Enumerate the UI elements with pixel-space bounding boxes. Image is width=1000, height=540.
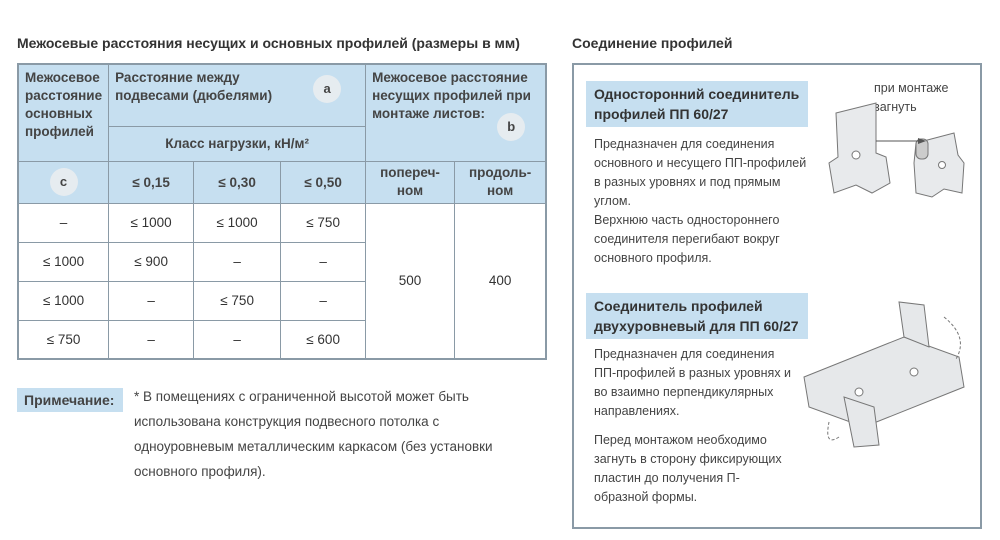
- cell: ≤ 750: [17, 319, 110, 360]
- cell: ≤ 1000: [17, 241, 110, 282]
- cell: –: [108, 319, 195, 360]
- spacing-table: Межосевое расстояние основных профилей Р…: [17, 63, 548, 360]
- header-carrier: Межосевое расстояние несущих профилей пр…: [365, 63, 547, 162]
- badge-a: a: [313, 75, 342, 103]
- orient-along: продоль-ном: [453, 160, 547, 204]
- bend-caption: при монтаже загнуть: [874, 81, 949, 114]
- load-0: ≤ 0,15: [108, 160, 195, 204]
- cell: –: [280, 280, 367, 321]
- conn2-note: Перед монтажом необходимо загнуть в стор…: [594, 433, 782, 504]
- note-text: * В помещениях с ограниченной высотой мо…: [134, 389, 493, 479]
- header-hangers: Расстояние между подвесами (дюбелями) a: [108, 63, 367, 127]
- table-title: Межосевые расстояния несущих и основных …: [17, 35, 520, 51]
- note-label: Примечание:: [17, 388, 123, 412]
- cell: –: [193, 241, 282, 282]
- header-text: Расстояние между подвесами (дюбелями): [115, 70, 273, 103]
- cell: ≤ 1000: [108, 202, 195, 243]
- load-1: ≤ 0,30: [193, 160, 282, 204]
- conn1-title: Односторонний соединитель профилей ПП 60…: [586, 81, 808, 127]
- conn2-title: Соединитель профилей двухуровневый для П…: [586, 293, 808, 339]
- cell: ≤ 1000: [17, 280, 110, 321]
- table-row: – ≤ 1000 ≤ 1000 ≤ 750 500 400: [17, 202, 547, 360]
- cell: ≤ 1000: [193, 202, 282, 243]
- two-level-connector-illustration: [803, 301, 965, 448]
- cell: –: [280, 241, 367, 282]
- conn1-desc: Предназначен для соединения основного и …: [594, 137, 807, 208]
- cell: ≤ 750: [193, 280, 282, 321]
- header-text: Межосевое расстояние несущих профилей пр…: [372, 70, 531, 121]
- one-sided-connector-illustration: [828, 102, 965, 198]
- orient-cross: попереч-ном: [365, 160, 455, 204]
- connections-panel: Односторонний соединитель профилей ПП 60…: [572, 63, 982, 529]
- header-load-class: Класс нагрузки, кН/м²: [108, 125, 367, 162]
- cross-value: 500: [365, 202, 455, 360]
- cell: ≤ 750: [280, 202, 367, 243]
- conn2-desc: Предназначен для соединения ПП-профилей …: [594, 347, 792, 418]
- connections-title: Соединение профилей: [572, 35, 733, 51]
- header-text: Межосевое расстояние основных профилей: [25, 70, 103, 139]
- badge-c: c: [49, 168, 78, 196]
- badge-b: b: [497, 113, 526, 141]
- load-2: ≤ 0,50: [280, 160, 367, 204]
- cell: ≤ 600: [280, 319, 367, 360]
- cell: –: [108, 280, 195, 321]
- cell: ≤ 900: [108, 241, 195, 282]
- badge-c-cell: c: [17, 160, 110, 204]
- table-row: ≤ 1000 ≤ 900– –: [17, 241, 546, 282]
- along-value: 400: [453, 202, 547, 360]
- cell: –: [17, 202, 110, 243]
- conn1-note: Верхнюю часть одностороннего соединителя…: [594, 213, 780, 265]
- table-row: ≤ 750– – ≤ 600: [17, 319, 546, 360]
- cell: –: [193, 319, 282, 360]
- header-main-spacing: Межосевое расстояние основных профилей: [17, 63, 110, 162]
